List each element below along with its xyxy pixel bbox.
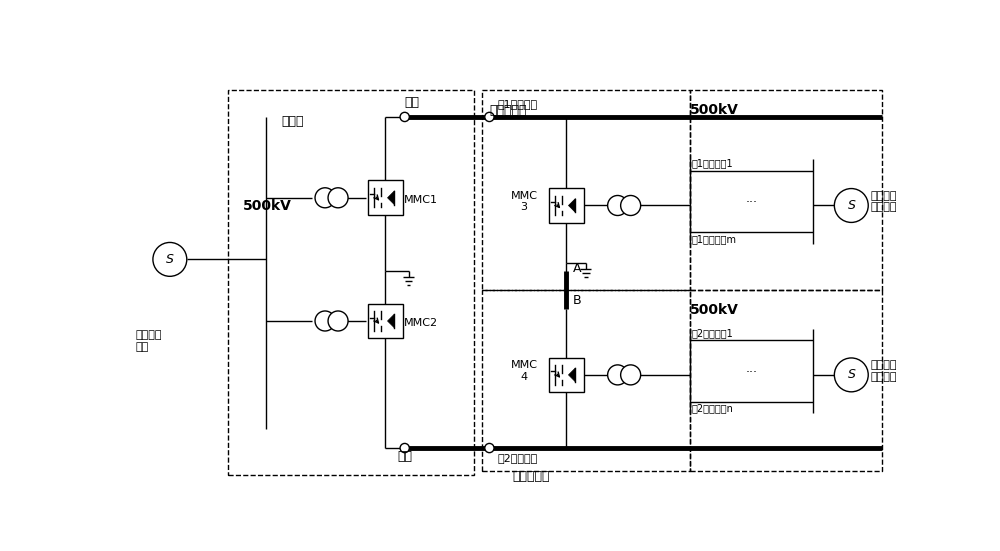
Text: 极2交流出线n: 极2交流出线n — [692, 403, 734, 413]
Bar — [690, 90, 882, 290]
Circle shape — [400, 112, 409, 122]
Text: 负极: 负极 — [397, 450, 412, 463]
Polygon shape — [388, 314, 394, 328]
Text: $S$: $S$ — [847, 199, 856, 212]
Text: 极1交流出线m: 极1交流出线m — [692, 234, 737, 244]
Circle shape — [485, 444, 494, 453]
Circle shape — [400, 444, 409, 453]
Text: ...: ... — [745, 362, 757, 375]
Text: 正极: 正极 — [405, 96, 420, 109]
Text: MMC2: MMC2 — [404, 318, 438, 328]
Circle shape — [315, 311, 335, 331]
Text: 第二受端
交流系统: 第二受端 交流系统 — [871, 360, 897, 382]
Bar — [549, 358, 584, 392]
Text: 500kV: 500kV — [243, 199, 292, 213]
Text: MMC
3: MMC 3 — [511, 191, 538, 213]
Circle shape — [608, 196, 628, 215]
Circle shape — [315, 188, 335, 208]
Text: 极1换流母线: 极1换流母线 — [497, 99, 537, 109]
Bar — [228, 90, 474, 475]
Polygon shape — [568, 198, 575, 213]
Text: 极1交流出线1: 极1交流出线1 — [692, 159, 734, 169]
Text: 第一受端
交流系统: 第一受端 交流系统 — [871, 191, 897, 213]
Bar — [368, 181, 403, 215]
Polygon shape — [568, 368, 575, 382]
Bar — [482, 90, 690, 290]
Text: B: B — [573, 294, 581, 307]
Text: A: A — [573, 262, 581, 275]
Text: $S$: $S$ — [165, 253, 175, 266]
Circle shape — [621, 196, 641, 215]
Text: 500kV: 500kV — [690, 103, 738, 117]
Text: $S$: $S$ — [847, 369, 856, 381]
Text: 第二逆变站: 第二逆变站 — [512, 469, 550, 483]
Circle shape — [608, 365, 628, 385]
Bar — [368, 304, 403, 338]
Text: 500kV: 500kV — [690, 303, 738, 317]
Text: 极2换流母线: 极2换流母线 — [497, 453, 537, 463]
Text: 第一逆变站: 第一逆变站 — [489, 104, 527, 117]
Text: MMC
4: MMC 4 — [511, 360, 538, 382]
Text: MMC1: MMC1 — [404, 195, 438, 205]
Polygon shape — [388, 191, 394, 205]
Bar — [482, 290, 690, 471]
Circle shape — [485, 112, 494, 122]
Text: 整流站: 整流站 — [282, 116, 304, 128]
Circle shape — [328, 188, 348, 208]
Bar — [690, 290, 882, 471]
Text: 送端交流
系统: 送端交流 系统 — [135, 330, 162, 352]
Text: 极2交流出线1: 极2交流出线1 — [692, 328, 734, 338]
Text: ...: ... — [745, 192, 757, 206]
Circle shape — [328, 311, 348, 331]
Bar — [549, 188, 584, 223]
Circle shape — [621, 365, 641, 385]
